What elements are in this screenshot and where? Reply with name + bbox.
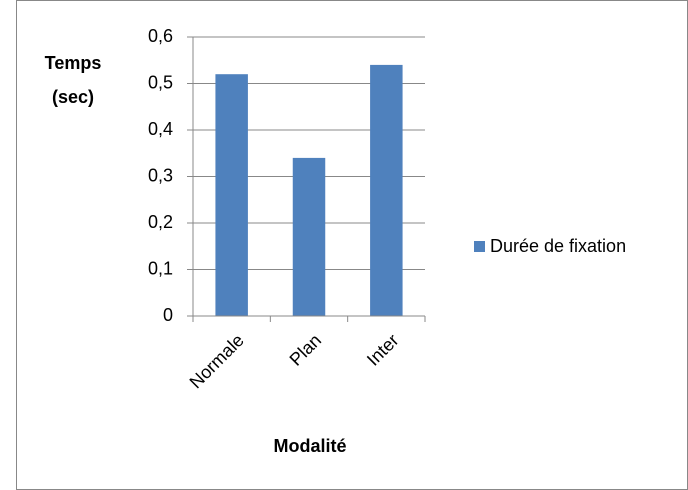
y-tick-label: 0,5 <box>148 72 173 92</box>
y-tick-label: 0,4 <box>148 119 173 139</box>
legend-label: Durée de fixation <box>490 236 626 256</box>
y-tick-label: 0,1 <box>148 258 173 278</box>
y-tick-label: 0,6 <box>148 26 173 46</box>
legend-swatch <box>474 241 485 252</box>
y-tick-label: 0,3 <box>148 165 173 185</box>
bar <box>370 64 403 317</box>
bar <box>215 74 248 316</box>
bar <box>292 157 326 316</box>
y-axis-title: Temps (sec) <box>44 53 102 107</box>
y-tick-label: 0,2 <box>148 212 173 232</box>
chart-border <box>16 0 688 490</box>
y-tick-label: 0 <box>163 305 173 325</box>
x-axis-title: Modalité <box>273 436 346 456</box>
